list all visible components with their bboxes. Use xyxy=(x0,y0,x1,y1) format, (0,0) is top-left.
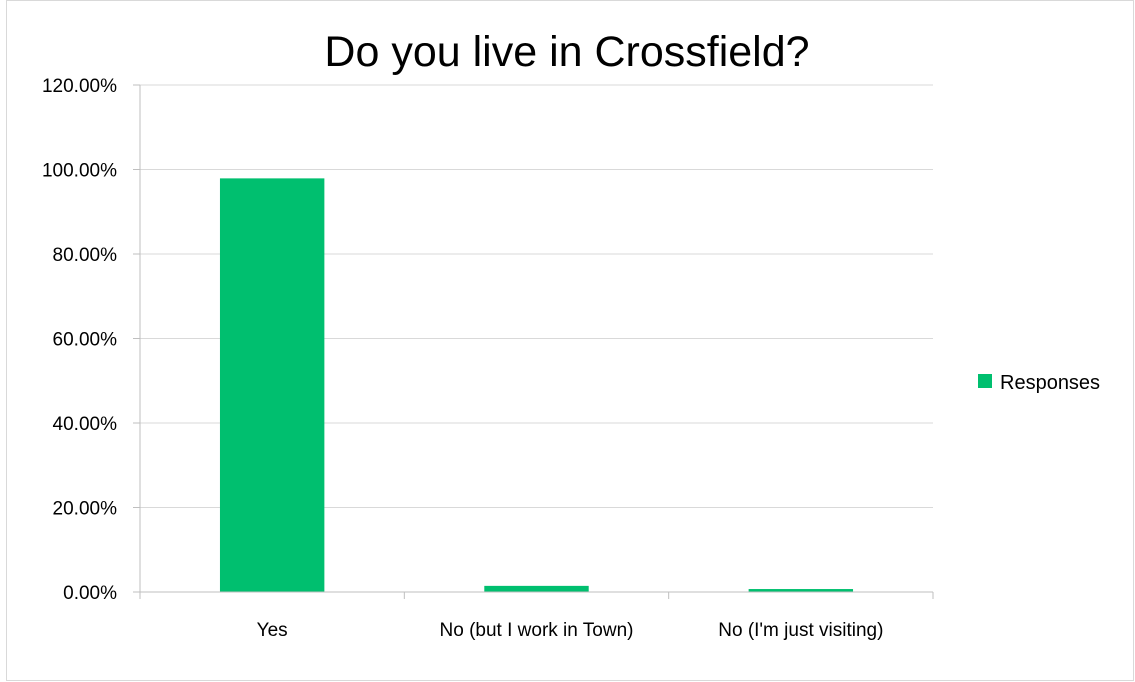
y-tick-label: 40.00% xyxy=(53,414,118,435)
x-tick-label: No (but I work in Town) xyxy=(440,620,634,641)
y-tick-label: 80.00% xyxy=(53,245,118,266)
x-tick-label: No (I'm just visiting) xyxy=(718,620,883,641)
legend-label: Responses xyxy=(1000,372,1100,394)
bar xyxy=(748,589,854,592)
legend: Responses xyxy=(978,372,1100,394)
y-tick-label: 120.00% xyxy=(42,76,117,97)
bar xyxy=(484,585,589,592)
chart-frame xyxy=(6,0,1134,681)
bar xyxy=(219,178,325,592)
chart-title: Do you live in Crossfield? xyxy=(324,28,809,76)
axes xyxy=(139,85,934,599)
y-tick-label: 100.00% xyxy=(42,161,117,182)
y-tick-label: 0.00% xyxy=(63,583,117,604)
bars xyxy=(219,178,854,592)
legend-swatch xyxy=(978,374,992,388)
x-tick-label: Yes xyxy=(257,620,288,641)
y-tick-label: 60.00% xyxy=(53,330,118,351)
y-tick-labels: 0.00% 20.00% 40.00% 60.00% 80.00% 100.00% 120.… xyxy=(42,76,117,604)
x-tick-labels: Yes No (but I work in Town) No (I'm just v… xyxy=(257,620,884,641)
y-tick-label: 20.00% xyxy=(53,499,118,520)
